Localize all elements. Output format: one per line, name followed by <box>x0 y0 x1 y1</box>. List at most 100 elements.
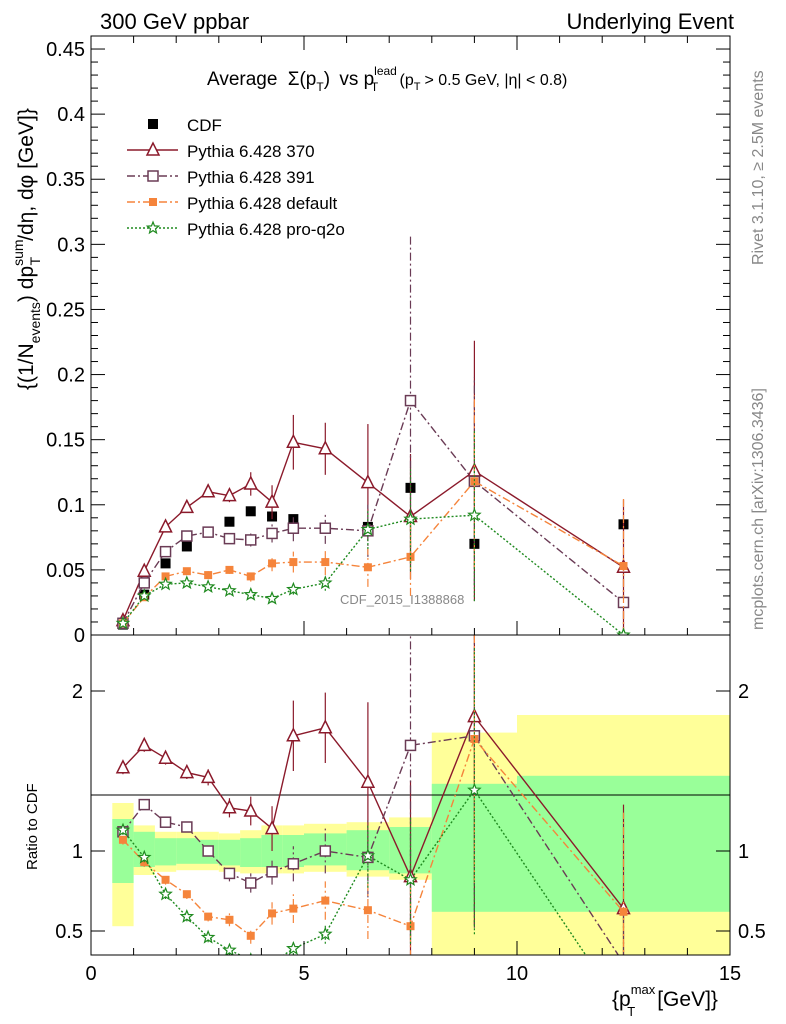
series-2-ratio-point-9 <box>321 896 330 905</box>
series-3-ratio-point-5 <box>222 942 237 955</box>
cdf-point-5 <box>224 516 235 527</box>
series-2-ratio-point-8 <box>289 904 298 913</box>
series-3-point-9 <box>318 575 333 590</box>
side-label-mcplots: mcplots.cern.ch [arXiv:1306.3436] <box>750 388 767 630</box>
series-3-point-4 <box>200 579 216 594</box>
series-0-ratio-point-5 <box>222 799 237 814</box>
series-2-point-4 <box>204 571 213 580</box>
cdf-point-3 <box>181 541 192 552</box>
series-0-point-6 <box>243 475 258 490</box>
xtick-label-3: 15 <box>719 963 741 985</box>
series-2-ratio-point-5 <box>225 915 234 924</box>
series-1-ratio-point-8 <box>287 858 300 870</box>
series-0-point-7 <box>264 493 280 508</box>
svg-text:Average Σ(pT) vs p: Average Σ(pT) vs plead T (pT > 0.5 GeV, |η… <box>207 64 567 96</box>
ratio-ytick-label-2: 2 <box>72 681 83 703</box>
band-stat-3 <box>176 838 198 864</box>
legend-marker-cdf <box>148 119 158 129</box>
series-2-point-2 <box>161 572 170 581</box>
main-ytick-label-9: 0.45 <box>46 39 85 61</box>
series-3-point-0 <box>115 615 131 630</box>
series-2-point-8 <box>289 558 298 567</box>
ratio-ytick-label-0: 0.5 <box>55 921 83 943</box>
series-3-ratio-point-7 <box>266 957 278 968</box>
series-3-point-13 <box>616 627 631 635</box>
series-3-point-2 <box>158 576 173 591</box>
series-3-point-5 <box>222 583 237 597</box>
series-3-point-11 <box>403 511 418 526</box>
series-3-ratio-point-0 <box>115 822 131 837</box>
title-cond: (p <box>399 72 413 89</box>
series-0-ratio-point-6 <box>243 802 258 817</box>
series-0-ratio-point-3 <box>179 763 195 779</box>
series-1-point-3 <box>181 530 193 542</box>
series-1-point-5 <box>223 532 236 545</box>
series-3-ratio-point-2 <box>158 886 173 901</box>
x-axis-label: {pmax T[GeV]} <box>612 982 718 1019</box>
legend-marker-3 <box>145 220 161 235</box>
band-stat-1 <box>133 831 155 867</box>
series-2-ratio-point-10 <box>363 906 372 915</box>
ratio-frame <box>90 634 731 956</box>
series-1-ratio-point-1 <box>138 798 150 811</box>
series-1-ratio-point-6 <box>245 877 257 889</box>
series-1-ratio-point-3 <box>181 821 193 833</box>
series-0-point-2 <box>158 518 173 533</box>
series-1-ratio-point-11 <box>404 739 417 752</box>
main-ytick-label-7: 0.35 <box>46 169 85 191</box>
legend-marker-1 <box>147 170 159 182</box>
series-0-ratio-point-8 <box>286 727 301 742</box>
series-3-point-12 <box>467 507 482 522</box>
series-1-point-9 <box>319 522 332 534</box>
series-2-ratio-point-0 <box>118 835 127 844</box>
series-3-point-1 <box>136 588 152 603</box>
legend-label-cdf: CDF <box>187 116 222 135</box>
series-1-ratio-point-4 <box>202 845 214 857</box>
series-0-point-4 <box>200 483 216 498</box>
legend-label-0: Pythia 6.428 370 <box>187 142 315 161</box>
series-3-ratio-point-1 <box>136 849 152 864</box>
series-1-point-1 <box>138 577 150 589</box>
band-stat-5 <box>218 839 241 866</box>
series-3-point-10 <box>360 521 376 536</box>
cdf-point-2 <box>160 558 171 569</box>
series-3-ratio-point-3 <box>179 908 195 923</box>
series-0-line <box>122 441 624 621</box>
series-2-point-7 <box>268 559 277 568</box>
series-3-ratio-point-10 <box>360 848 376 863</box>
legend-marker-0 <box>145 141 161 156</box>
series-3-ratio-point-12 <box>467 782 482 797</box>
main-ytick-label-5: 0.25 <box>46 299 85 321</box>
series-1-point-7 <box>266 527 278 540</box>
series-1-point-8 <box>287 522 300 534</box>
y-axis-label-ratio: Ratio to CDF <box>24 783 41 870</box>
series-2-point-3 <box>182 567 191 576</box>
series-1-ratio-point-13 <box>619 958 629 968</box>
ratio-ytick-label-right-1: 1 <box>738 841 749 863</box>
series-1-point-4 <box>202 526 214 538</box>
plot-title: Average Σ(pT) vs plead T (pT > 0.5 GeV, |η… <box>207 64 567 96</box>
xtick-label-0: 0 <box>85 963 96 985</box>
header-left: 300 GeV ppbar <box>100 9 249 34</box>
series-2-ratio-point-13 <box>619 907 628 916</box>
series-3-ratio-point-4 <box>200 929 216 944</box>
series-1-ratio-point-2 <box>159 816 172 828</box>
series-1-line <box>122 399 624 624</box>
series-2-point-6 <box>246 572 255 581</box>
main-ytick-label-6: 0.3 <box>57 234 85 256</box>
series-2-point-10 <box>363 563 372 572</box>
series-1-ratio-point-9 <box>319 845 332 857</box>
series-3-point-6 <box>243 586 259 601</box>
main-series-group <box>115 236 631 635</box>
series-2-ratio-point-2 <box>161 875 170 884</box>
series-1-ratio-point-7 <box>266 866 278 878</box>
series-0-point-1 <box>137 562 152 577</box>
series-1-point-2 <box>159 545 172 558</box>
band-stat-2 <box>154 838 177 866</box>
title-cond2: > 0.5 GeV, |η| < 0.8) <box>424 72 567 89</box>
legend-marker-2 <box>149 198 157 206</box>
title-close: ) <box>324 69 330 90</box>
series-3-line <box>122 514 624 635</box>
main-ytick-label-2: 0.1 <box>57 495 85 517</box>
